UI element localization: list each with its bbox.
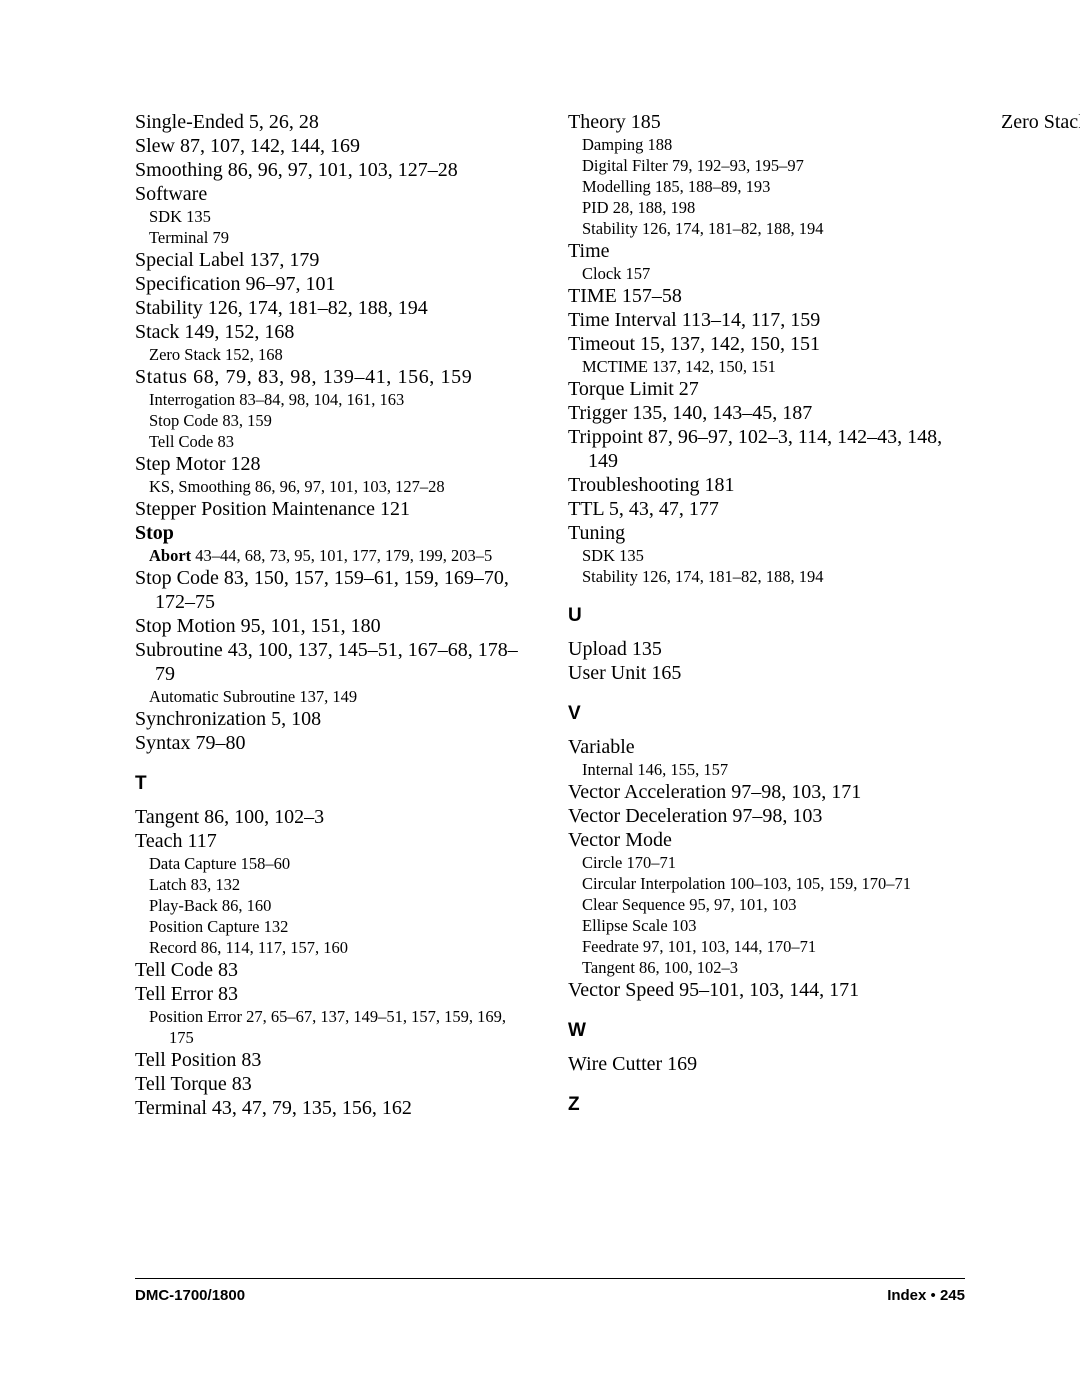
index-entry: Theory 185 <box>568 110 965 134</box>
index-entry: Variable <box>568 735 965 759</box>
index-entry: Tell Torque 83 <box>135 1072 532 1096</box>
section-letter: U <box>568 605 965 627</box>
index-entry: Teach 117 <box>135 829 532 853</box>
index-subentry: Ellipse Scale 103 <box>568 915 965 936</box>
index-entry: Vector Speed 95–101, 103, 144, 171 <box>568 978 965 1002</box>
footer-index-label: Index <box>887 1287 926 1304</box>
index-subentry: Tell Code 83 <box>135 431 532 452</box>
index-entry: Software <box>135 182 532 206</box>
index-subentry: Position Error 27, 65–67, 137, 149–51, 1… <box>135 1006 532 1048</box>
index-entry: Tell Error 83 <box>135 982 532 1006</box>
index-entry: Tuning <box>568 521 965 545</box>
page-footer: DMC-1700/1800 Index • 245 <box>135 1278 965 1304</box>
index-subentry: Clock 157 <box>568 263 965 284</box>
index-subentry: Stability 126, 174, 181–82, 188, 194 <box>568 566 965 587</box>
index-entry: Synchronization 5, 108 <box>135 707 532 731</box>
index-entry: Slew 87, 107, 142, 144, 169 <box>135 134 532 158</box>
index-entry: Time Interval 113–14, 117, 159 <box>568 308 965 332</box>
section-letter: W <box>568 1020 965 1042</box>
index-subentry: SDK 135 <box>568 545 965 566</box>
index-entry: Subroutine 43, 100, 137, 145–51, 167–68,… <box>135 638 532 686</box>
index-subentry: Modelling 185, 188–89, 193 <box>568 176 965 197</box>
index-entry: TTL 5, 43, 47, 177 <box>568 497 965 521</box>
index-subentry: Position Capture 132 <box>135 916 532 937</box>
index-subentry: Feedrate 97, 101, 103, 144, 170–71 <box>568 936 965 957</box>
index-subentry: Latch 83, 132 <box>135 874 532 895</box>
index-entry: Zero Stack 152, 168 <box>1001 110 1080 134</box>
section-letter: T <box>135 773 532 795</box>
index-subentry: Damping 188 <box>568 134 965 155</box>
index-subentry: SDK 135 <box>135 206 532 227</box>
index-subentry: Stability 126, 174, 181–82, 188, 194 <box>568 218 965 239</box>
index-subentry: Data Capture 158–60 <box>135 853 532 874</box>
section-letter: V <box>568 703 965 725</box>
footer-sep: • <box>926 1287 940 1304</box>
index-subentry: Stop Code 83, 159 <box>135 410 532 431</box>
index-entry: TIME 157–58 <box>568 284 965 308</box>
index-entry: Stop Motion 95, 101, 151, 180 <box>135 614 532 638</box>
index-entry: Status 68, 79, 83, 98, 139–41, 156, 159 <box>135 365 532 389</box>
index-entry: Tell Code 83 <box>135 958 532 982</box>
index-entry: Tell Position 83 <box>135 1048 532 1072</box>
index-entry: Terminal 43, 47, 79, 135, 156, 162 <box>135 1096 532 1120</box>
section-letter: Z <box>568 1094 965 1116</box>
index-subentry: Zero Stack 152, 168 <box>135 344 532 365</box>
index-entry: Vector Deceleration 97–98, 103 <box>568 804 965 828</box>
index-entry: Tangent 86, 100, 102–3 <box>135 805 532 829</box>
index-subentry: Tangent 86, 100, 102–3 <box>568 957 965 978</box>
index-entry: Trigger 135, 140, 143–45, 187 <box>568 401 965 425</box>
index-entry: Smoothing 86, 96, 97, 101, 103, 127–28 <box>135 158 532 182</box>
index-entry: Timeout 15, 137, 142, 150, 151 <box>568 332 965 356</box>
index-subentry: Clear Sequence 95, 97, 101, 103 <box>568 894 965 915</box>
index-entry: Stepper Position Maintenance 121 <box>135 497 532 521</box>
index-subentry: Circle 170–71 <box>568 852 965 873</box>
index-entry: Vector Mode <box>568 828 965 852</box>
index-subentry: Record 86, 114, 117, 157, 160 <box>135 937 532 958</box>
index-subentry: Terminal 79 <box>135 227 532 248</box>
index-entry: Single-Ended 5, 26, 28 <box>135 110 532 134</box>
index-subentry: Interrogation 83–84, 98, 104, 161, 163 <box>135 389 532 410</box>
index-subentry: Play-Back 86, 160 <box>135 895 532 916</box>
index-entry: Trippoint 87, 96–97, 102–3, 114, 142–43,… <box>568 425 965 473</box>
index-subentry: KS, Smoothing 86, 96, 97, 101, 103, 127–… <box>135 476 532 497</box>
index-entry: Stop <box>135 521 532 545</box>
index-entry: Time <box>568 239 965 263</box>
index-subentry: MCTIME 137, 142, 150, 151 <box>568 356 965 377</box>
index-entry: Stop Code 83, 150, 157, 159–61, 159, 169… <box>135 566 532 614</box>
index-entry: Stack 149, 152, 168 <box>135 320 532 344</box>
footer-page-number: 245 <box>940 1287 965 1304</box>
index-entry: Torque Limit 27 <box>568 377 965 401</box>
index-entry: Troubleshooting 181 <box>568 473 965 497</box>
index-subentry: PID 28, 188, 198 <box>568 197 965 218</box>
index-entry: Step Motor 128 <box>135 452 532 476</box>
index-columns: Single-Ended 5, 26, 28Slew 87, 107, 142,… <box>135 110 965 1125</box>
footer-model: DMC-1700/1800 <box>135 1287 245 1304</box>
footer-row: DMC-1700/1800 Index • 245 <box>135 1287 965 1304</box>
index-subentry: Circular Interpolation 100–103, 105, 159… <box>568 873 965 894</box>
index-entry: Vector Acceleration 97–98, 103, 171 <box>568 780 965 804</box>
index-entry: Upload 135 <box>568 637 965 661</box>
index-entry: Stability 126, 174, 181–82, 188, 194 <box>135 296 532 320</box>
index-subentry: Internal 146, 155, 157 <box>568 759 965 780</box>
index-entry: Special Label 137, 179 <box>135 248 532 272</box>
index-subentry: Automatic Subroutine 137, 149 <box>135 686 532 707</box>
footer-page-ref: Index • 245 <box>887 1287 965 1304</box>
index-entry: Syntax 79–80 <box>135 731 532 755</box>
index-entry: Wire Cutter 169 <box>568 1052 965 1076</box>
index-subentry: Abort 43–44, 68, 73, 95, 101, 177, 179, … <box>135 545 532 566</box>
index-page: Single-Ended 5, 26, 28Slew 87, 107, 142,… <box>135 110 965 1260</box>
index-entry: Specification 96–97, 101 <box>135 272 532 296</box>
index-entry: User Unit 165 <box>568 661 965 685</box>
index-subentry: Digital Filter 79, 192–93, 195–97 <box>568 155 965 176</box>
footer-rule <box>135 1278 965 1279</box>
